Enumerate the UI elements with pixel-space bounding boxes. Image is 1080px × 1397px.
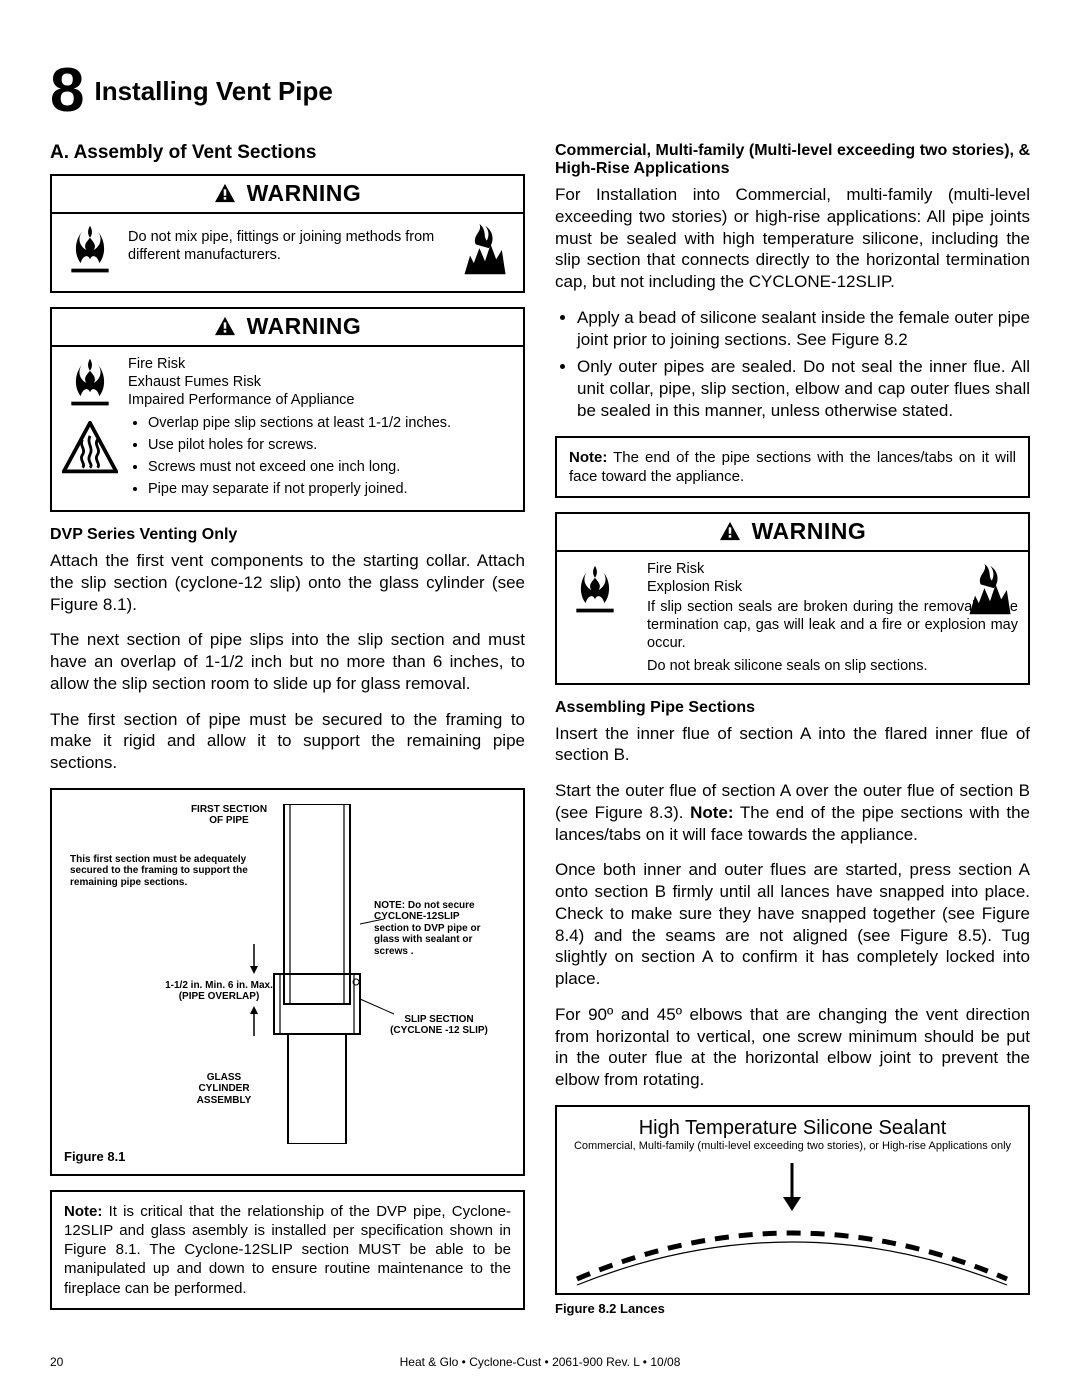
flame-icon bbox=[62, 222, 118, 278]
note-inline-label: Note: bbox=[690, 803, 733, 822]
warn2-bullet: Use pilot holes for screws. bbox=[148, 436, 513, 454]
warn2-bullet: Pipe may separate if not properly joined… bbox=[148, 480, 513, 498]
section-number: 8 bbox=[50, 60, 84, 122]
figure-8-2: High Temperature Silicone Sealant Commer… bbox=[555, 1105, 1030, 1295]
dvp-heading: DVP Series Venting Only bbox=[50, 526, 525, 544]
note-box: Note: It is critical that the relationsh… bbox=[50, 1190, 525, 1310]
warning-box-2: WARNING Fire Risk Exhaust Fumes Risk Imp… bbox=[50, 307, 525, 512]
warn2-bullet: Screws must not exceed one inch long. bbox=[148, 458, 513, 476]
warn3-line: Explosion Risk bbox=[647, 578, 948, 596]
burn-icon bbox=[457, 222, 513, 278]
subsection-a-heading: A. Assembly of Vent Sections bbox=[50, 142, 525, 164]
paragraph: Start the outer flue of section A over t… bbox=[555, 780, 1030, 845]
warning-title: WARNING bbox=[247, 313, 362, 339]
burn-icon bbox=[962, 562, 1018, 618]
warning-body: Do not mix pipe, fittings or joining met… bbox=[52, 214, 523, 291]
fig82-title: High Temperature Silicone Sealant bbox=[565, 1117, 1020, 1140]
warning-header: WARNING bbox=[557, 514, 1028, 552]
figure-8-2-diagram bbox=[567, 1157, 1017, 1287]
note-label: Note: bbox=[64, 1203, 102, 1220]
paragraph: The next section of pipe slips into the … bbox=[50, 629, 525, 694]
note-box: Note: The end of the pipe sections with … bbox=[555, 436, 1030, 498]
fig81-label: FIRST SECTION OF PIPE bbox=[184, 804, 274, 827]
page-footer: 20 Heat & Glo • Cyclone-Cust • 2061-900 … bbox=[50, 1355, 1030, 1369]
warning-body: Fire Risk Explosion Risk If slip section… bbox=[557, 552, 1028, 683]
warning-header: WARNING bbox=[52, 176, 523, 214]
warn2-line: Impaired Performance of Appliance bbox=[128, 391, 513, 409]
fig81-label: SLIP SECTION (CYCLONE -12 SLIP) bbox=[384, 1014, 494, 1037]
warn3-line: Fire Risk bbox=[647, 560, 948, 578]
assembling-heading: Assembling Pipe Sections bbox=[555, 699, 1030, 717]
warning-header: WARNING bbox=[52, 309, 523, 347]
fig82-sub: Commercial, Multi-family (multi-level ex… bbox=[565, 1140, 1020, 1153]
commercial-heading: Commercial, Multi-family (Multi-level ex… bbox=[555, 142, 1030, 178]
paragraph: Once both inner and outer flues are star… bbox=[555, 859, 1030, 990]
fig81-label: This first section must be adequately se… bbox=[70, 854, 260, 889]
footer-center-text: Heat & Glo • Cyclone-Cust • 2061-900 Rev… bbox=[400, 1355, 681, 1369]
warn3-line: Do not break silicone seals on slip sect… bbox=[647, 657, 1018, 675]
paragraph: For Installation into Commercial, multi-… bbox=[555, 184, 1030, 293]
warn2-line: Exhaust Fumes Risk bbox=[128, 373, 513, 391]
section-title: Installing Vent Pipe bbox=[94, 76, 332, 107]
heatwaves-icon bbox=[62, 421, 118, 477]
note-text: It is critical that the relationship of … bbox=[64, 1203, 511, 1297]
warning-title: WARNING bbox=[752, 518, 867, 544]
note-label: Note: bbox=[569, 449, 607, 466]
fig81-label: 1-1/2 in. Min. 6 in. Max. (PIPE OVERLAP) bbox=[164, 980, 274, 1003]
left-column: A. Assembly of Vent Sections WARNING Do … bbox=[50, 142, 525, 1324]
warning-text: Do not mix pipe, fittings or joining met… bbox=[128, 222, 447, 283]
warning-triangle-icon bbox=[214, 183, 236, 203]
bullet-item: Only outer pipes are sealed. Do not seal… bbox=[577, 356, 1030, 421]
warning-title: WARNING bbox=[247, 180, 362, 206]
warning-triangle-icon bbox=[214, 316, 236, 336]
figure-caption: Figure 8.1 bbox=[64, 1149, 125, 1164]
flame-icon bbox=[567, 562, 623, 618]
figure-caption: Figure 8.2 Lances bbox=[555, 1301, 1030, 1316]
right-column: Commercial, Multi-family (Multi-level ex… bbox=[555, 142, 1030, 1324]
warning-box-1: WARNING Do not mix pipe, fittings or joi… bbox=[50, 174, 525, 293]
flame-icon bbox=[62, 355, 118, 411]
figure-8-1: FIRST SECTION OF PIPE This first section… bbox=[50, 788, 525, 1176]
section-header: 8 Installing Vent Pipe bbox=[50, 60, 1030, 122]
paragraph: Insert the inner flue of section A into … bbox=[555, 723, 1030, 767]
fig81-label: GLASS CYLINDER ASSEMBLY bbox=[184, 1072, 264, 1107]
paragraph: The first section of pipe must be secure… bbox=[50, 709, 525, 774]
paragraph: Attach the first vent components to the … bbox=[50, 550, 525, 615]
paragraph: For 90º and 45º elbows that are changing… bbox=[555, 1004, 1030, 1091]
warn2-bullet: Overlap pipe slip sections at least 1-1/… bbox=[148, 414, 513, 432]
page-number: 20 bbox=[50, 1355, 63, 1369]
warning-body: Fire Risk Exhaust Fumes Risk Impaired Pe… bbox=[52, 347, 523, 510]
bullet-item: Apply a bead of silicone sealant inside … bbox=[577, 307, 1030, 351]
warning-box-3: WARNING Fire Risk Explosion Risk If slip… bbox=[555, 512, 1030, 685]
fig81-label: NOTE: Do not secure CYCLONE-12SLIP secti… bbox=[374, 900, 489, 958]
note-text: The end of the pipe sections with the la… bbox=[569, 449, 1016, 485]
warning-triangle-icon bbox=[719, 521, 741, 541]
warn2-line: Fire Risk bbox=[128, 355, 513, 373]
